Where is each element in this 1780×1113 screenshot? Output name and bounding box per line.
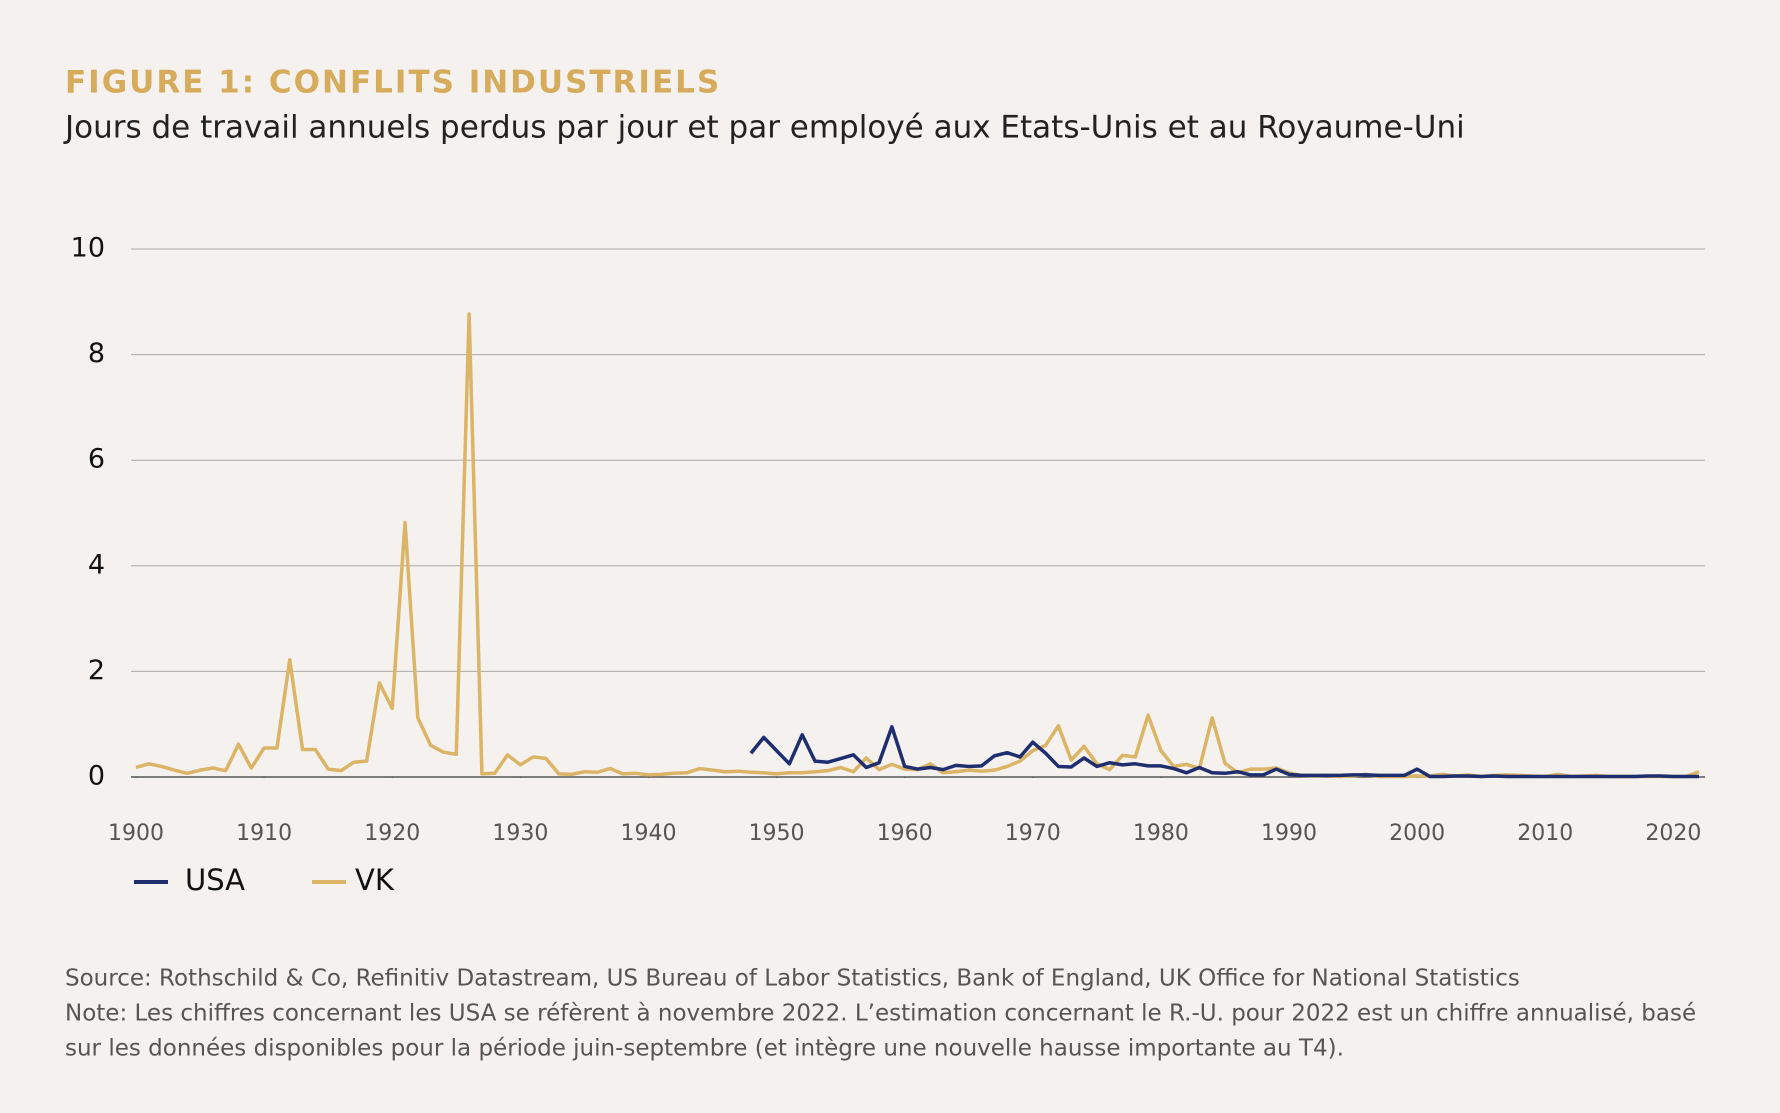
note: sur les données disponibles pour la péri… — [65, 1036, 1344, 1062]
y-tick-label: 6 — [88, 444, 105, 475]
chart-title: FIGURE 1: CONFLITS INDUSTRIELS — [65, 65, 721, 101]
y-tick-label: 8 — [88, 338, 105, 369]
legend-label: VK — [355, 863, 395, 897]
y-tick-label: 2 — [88, 655, 105, 686]
x-tick-label: 1980 — [1133, 821, 1189, 846]
series-line — [749, 725, 1699, 779]
x-tick-label: 1990 — [1261, 821, 1317, 846]
x-tick-label: 1940 — [620, 821, 676, 846]
note: Note: Les chiffres concernant les USA se… — [65, 1001, 1696, 1027]
x-tick-label: 1960 — [877, 821, 933, 846]
x-tick-label: 1920 — [364, 821, 420, 846]
x-tick-label: 1910 — [236, 821, 292, 846]
x-tick-label: 1900 — [108, 821, 164, 846]
y-tick-label: 4 — [88, 549, 105, 580]
x-tick-label: 2010 — [1517, 821, 1573, 846]
y-tick-label: 10 — [71, 233, 105, 264]
x-tick-label: 1950 — [749, 821, 805, 846]
chart-subtitle: Jours de travail annuels perdus par jour… — [63, 110, 1465, 146]
x-tick-label: 2020 — [1645, 821, 1701, 846]
x-tick-label: 1930 — [492, 821, 548, 846]
x-tick-label: 1970 — [1005, 821, 1061, 846]
y-tick-label: 0 — [88, 761, 105, 792]
legend-label: USA — [185, 863, 245, 897]
source: Source: Rothschild & Co, Refinitiv Datas… — [65, 966, 1520, 992]
x-tick-label: 2000 — [1389, 821, 1445, 846]
